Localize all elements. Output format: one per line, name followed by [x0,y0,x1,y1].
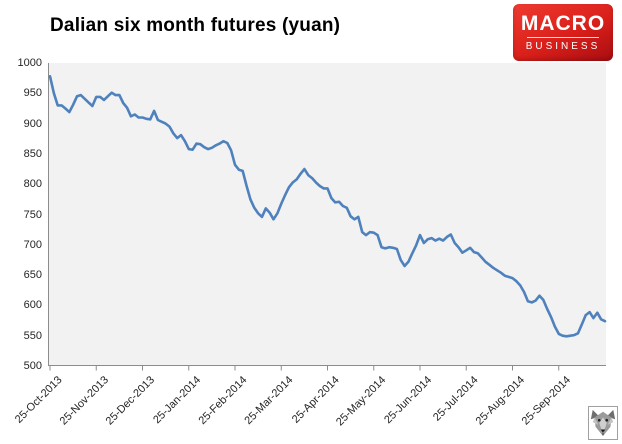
logo-text-macro: MACRO [520,12,606,35]
x-axis-label: 25-May-2014 [333,374,389,429]
price-line [48,75,607,338]
x-axis-label: 25-Aug-2014 [473,374,527,428]
logo-divider [527,37,599,38]
y-axis-label: 850 [23,147,42,160]
x-axis-label: 25-Jul-2014 [431,374,481,424]
plot-area [48,63,607,371]
axis-lines [48,63,606,366]
y-axis-label: 800 [23,178,42,191]
y-axis-label: 950 [23,87,42,100]
x-axis-label: 25-Nov-2013 [57,374,111,428]
y-axis-label: 750 [23,208,42,221]
chart-title: Dalian six month futures (yuan) [50,15,341,36]
y-axis-label: 500 [23,360,42,372]
wolf-icon [590,409,616,437]
x-axis-label: 25-Sep-2014 [519,374,574,428]
x-axis-label: 25-Feb-2014 [196,374,250,428]
y-axis-label: 1000 [17,57,42,69]
wolf-emblem [588,406,618,440]
x-axis-label: 25-Mar-2014 [242,374,296,428]
logo-text-business: BUSINESS [525,41,601,52]
macrobusiness-logo: MACRO BUSINESS [513,4,613,61]
x-axis-ticks [49,365,560,371]
x-axis-label: 25-Jun-2014 [382,374,435,427]
y-axis-label: 700 [23,238,42,251]
y-axis-label: 650 [23,269,42,282]
y-axis-label: 550 [23,329,42,342]
chart-line-svg [48,63,607,371]
y-axis-label: 600 [23,299,42,312]
y-axis-label: 900 [23,117,42,130]
